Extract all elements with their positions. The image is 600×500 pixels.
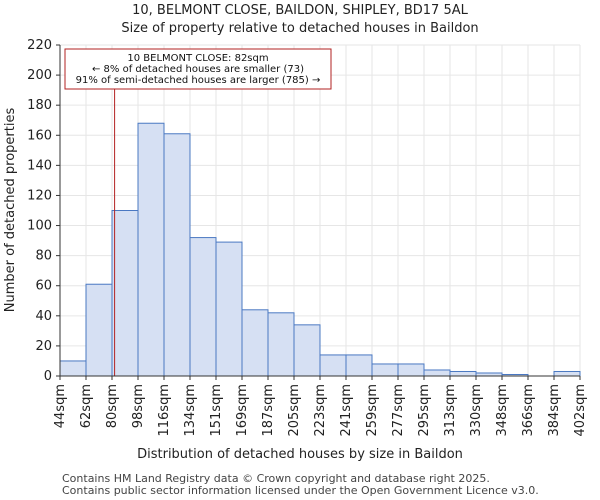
y-tick-label: 80 <box>35 249 52 264</box>
y-tick-label: 140 <box>27 158 52 173</box>
x-tick-label: 295sqm <box>417 384 432 437</box>
chart-title: 10, BELMONT CLOSE, BAILDON, SHIPLEY, BD1… <box>132 3 468 18</box>
bar-241sqm <box>345 354 373 377</box>
y-tick-label: 60 <box>35 279 52 294</box>
chart-subtitle: Size of property relative to detached ho… <box>121 21 478 36</box>
bar-223sqm <box>319 354 347 377</box>
annotation-line-1: 10 BELMONT CLOSE: 82sqm <box>127 53 268 64</box>
bar-134sqm <box>189 237 217 377</box>
x-tick-label: 134sqm <box>183 384 198 437</box>
x-tick-label: 277sqm <box>391 384 406 437</box>
x-tick-label: 80sqm <box>105 384 120 428</box>
x-tick-label: 241sqm <box>339 384 354 437</box>
y-tick-label: 220 <box>27 38 52 53</box>
x-tick-label: 330sqm <box>469 384 484 437</box>
bar-259sqm <box>371 363 399 377</box>
y-tick-label: 180 <box>27 98 52 113</box>
bar-98sqm <box>137 122 165 377</box>
annotation-line-2: ← 8% of detached houses are smaller (73) <box>92 64 304 75</box>
x-tick-label: 151sqm <box>209 384 224 437</box>
x-tick-label: 366sqm <box>521 384 536 437</box>
y-tick-label: 20 <box>35 339 52 354</box>
x-tick-label: 62sqm <box>79 384 94 428</box>
x-tick-label: 187sqm <box>261 384 276 437</box>
bar-62sqm <box>85 283 113 377</box>
footer-line-2: Contains public sector information licen… <box>62 484 539 497</box>
x-tick-label: 348sqm <box>495 384 510 437</box>
bar-151sqm <box>215 241 243 377</box>
bar-205sqm <box>293 324 321 377</box>
y-tick-label: 200 <box>27 68 52 83</box>
annotation-box: 10 BELMONT CLOSE: 82sqm ← 8% of detached… <box>64 48 332 90</box>
bar-313sqm <box>449 370 477 377</box>
x-tick-label: 44sqm <box>53 384 68 428</box>
y-tick-label: 100 <box>27 219 52 234</box>
bar-295sqm <box>423 369 451 377</box>
x-tick-label: 384sqm <box>547 384 562 437</box>
bars <box>59 122 581 377</box>
x-tick-label: 313sqm <box>443 384 458 437</box>
bar-277sqm <box>397 363 425 377</box>
bar-80sqm <box>111 210 139 377</box>
x-tick-label: 259sqm <box>365 384 380 437</box>
bar-169sqm <box>241 309 269 377</box>
footer-line-1: Contains HM Land Registry data © Crown c… <box>62 472 490 485</box>
x-tick-label: 205sqm <box>287 384 302 437</box>
y-ticks: 0 20 40 60 80 100 120 140 160 180 200 220 <box>27 38 60 384</box>
x-tick-label: 223sqm <box>313 384 328 437</box>
bar-116sqm <box>163 133 191 377</box>
y-axis-label: Number of detached properties <box>3 108 18 313</box>
x-tick-label: 98sqm <box>131 384 146 428</box>
annotation-line-3: 91% of semi-detached houses are larger (… <box>76 75 321 86</box>
x-tick-label: 116sqm <box>157 384 172 437</box>
x-tick-label: 402sqm <box>573 384 588 437</box>
y-tick-label: 40 <box>35 309 52 324</box>
x-tick-label: 169sqm <box>235 384 250 437</box>
y-tick-label: 160 <box>27 128 52 143</box>
bar-187sqm <box>267 312 295 377</box>
annotation-frame <box>64 48 332 90</box>
bar-44sqm <box>59 360 87 377</box>
y-tick-label: 0 <box>44 369 52 384</box>
x-axis-label: Distribution of detached houses by size … <box>137 447 463 462</box>
x-ticks: 44sqm 62sqm 80sqm 98sqm 116sqm 134sqm 151sqm 16… <box>53 376 588 437</box>
bar-384sqm <box>553 370 581 377</box>
y-tick-label: 120 <box>27 188 52 203</box>
